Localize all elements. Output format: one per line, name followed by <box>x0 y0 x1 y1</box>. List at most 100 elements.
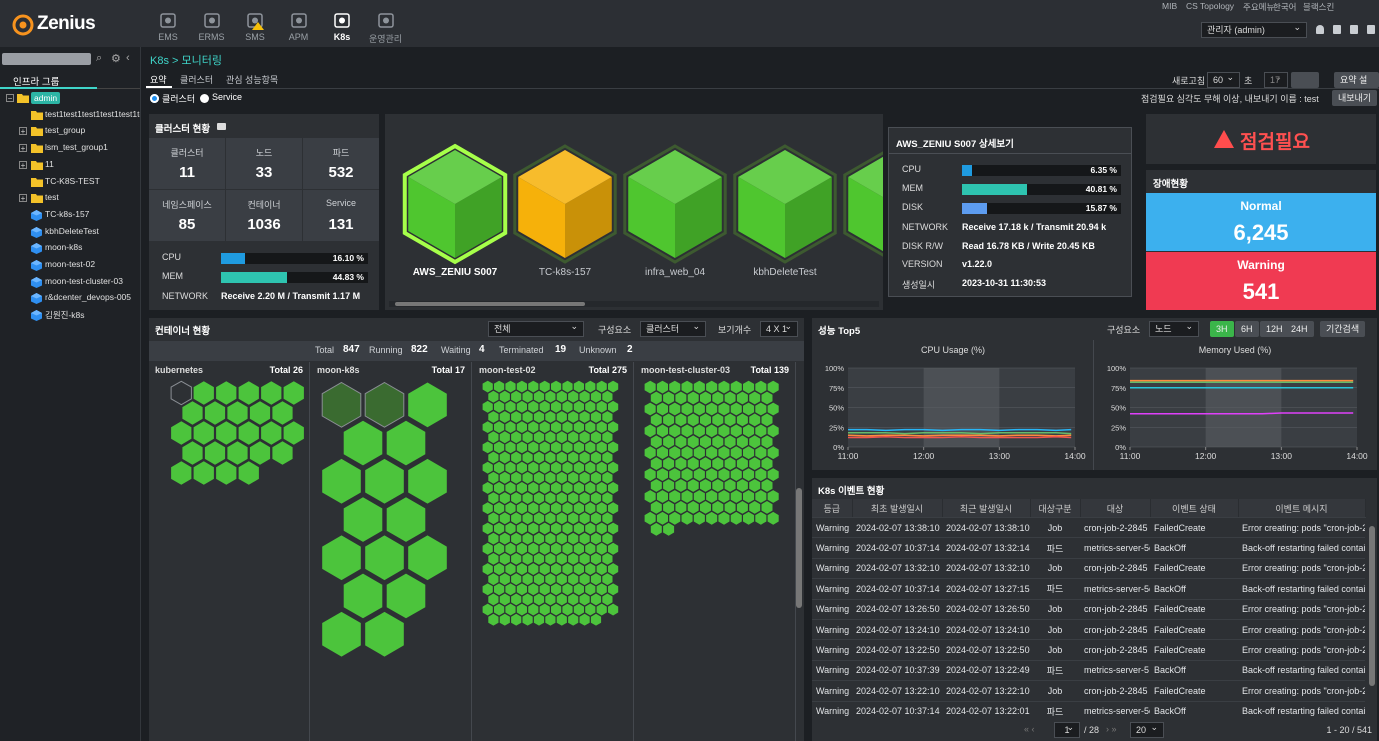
user-select[interactable]: 관리자 (admin) <box>1201 22 1307 38</box>
tree-group[interactable]: test_group <box>45 125 86 136</box>
event-row[interactable]: Warning 2024-02-07 10:37:14 2024-02-07 13:… <box>812 537 1365 559</box>
tree-cluster[interactable]: moon-test-02 <box>45 259 96 269</box>
column-header[interactable]: 이벤트 메시지 <box>1238 499 1366 518</box>
radio[interactable] <box>200 94 209 103</box>
tree-group[interactable]: 11 <box>45 158 54 169</box>
event-cell: Error creating: pods "cron-job-2- <box>1238 599 1365 620</box>
tree-group[interactable]: lsm_test_group1 <box>45 142 108 153</box>
column-header[interactable]: 최초 발생일시 <box>852 499 943 518</box>
pod <box>505 603 516 616</box>
tree-group[interactable]: admin <box>31 92 61 104</box>
event-row[interactable]: Warning 2024-02-07 10:37:39 2024-02-07 13:… <box>812 660 1365 682</box>
sidebar-tool[interactable]: ‹ <box>126 52 130 64</box>
pod <box>511 411 522 423</box>
cube-label[interactable]: TC-k8s-157 <box>538 267 592 278</box>
tree-toggle[interactable]: + <box>19 127 27 137</box>
event-cell: FailedCreate <box>1150 639 1238 661</box>
tree-cluster[interactable]: r&dcenter_devops-005 <box>45 292 132 303</box>
cube-label[interactable]: ku <box>840 267 883 278</box>
cube-label[interactable]: kbhDeleteTest <box>753 267 817 278</box>
pod <box>522 593 533 606</box>
summary-setting[interactable]: 요약 설정 <box>1334 72 1379 101</box>
tab[interactable]: 요약 <box>150 75 167 85</box>
refresh-interval[interactable]: 60 <box>1207 72 1240 88</box>
cluster-column: kubernetes Total 26 <box>149 362 310 741</box>
fault-panel: 장애현황 Normal 6,245 Warning 541 <box>1146 170 1376 310</box>
fault-label: Warning <box>1237 258 1285 272</box>
pod <box>585 461 596 474</box>
nav-item[interactable]: ERMS <box>198 32 225 42</box>
top-icon[interactable] <box>1316 25 1324 34</box>
top-link[interactable]: 블랙스킨 <box>1303 2 1335 12</box>
tree-cluster[interactable]: moon-k8s <box>45 242 83 253</box>
nav-item[interactable]: K8s <box>333 32 351 42</box>
tree-toggle[interactable]: + <box>19 160 27 170</box>
top-link[interactable]: MIB <box>1162 1 1178 11</box>
refresh-countdown[interactable]: 17 <box>1264 72 1288 88</box>
top-link[interactable]: 한국어 <box>1273 2 1297 12</box>
top-icon[interactable] <box>1350 25 1358 34</box>
cube-label[interactable]: infra_web_04 <box>644 267 706 278</box>
export-button[interactable]: 내보내기 <box>1332 90 1378 106</box>
nav-item[interactable]: EMS <box>158 32 178 42</box>
tree-cluster[interactable]: kbhDeleteTest <box>45 225 99 236</box>
filter-select[interactable]: 4 X 1 <box>760 321 798 337</box>
tab[interactable]: 관심 성능항목 <box>226 75 279 85</box>
tree-cluster[interactable]: 김원진-k8s <box>45 310 85 321</box>
nav-item[interactable]: 운영관리 <box>368 34 403 44</box>
sidebar-tool[interactable]: ⌕ <box>96 52 103 64</box>
pause-button[interactable] <box>1291 72 1319 88</box>
event-row[interactable]: Warning 2024-02-07 10:37:14 2024-02-07 13:… <box>812 701 1365 722</box>
tree-toggle[interactable]: − <box>6 94 14 103</box>
nav-item[interactable]: SMS <box>245 32 265 42</box>
event-row[interactable]: Warning 2024-02-07 13:26:50 2024-02-07 13:… <box>812 599 1365 620</box>
page-size[interactable]: 20 <box>1130 722 1164 738</box>
filter-select[interactable]: 노드 <box>1149 321 1199 337</box>
column-header[interactable]: 대상구분 <box>1030 499 1081 518</box>
event-row[interactable]: Warning 2024-02-07 10:37:14 2024-02-07 13:… <box>812 578 1365 600</box>
pod <box>602 471 613 484</box>
tree-toggle[interactable]: + <box>19 194 27 204</box>
pod <box>511 451 522 464</box>
pod <box>499 573 510 586</box>
column-header[interactable]: 등급 <box>812 499 853 518</box>
event-row[interactable]: Warning 2024-02-07 13:22:10 2024-02-07 13:… <box>812 680 1365 702</box>
range-button[interactable]: 12H <box>1260 321 1289 337</box>
event-row[interactable]: Warning 2024-02-07 13:32:10 2024-02-07 13:… <box>812 558 1365 580</box>
page-input[interactable]: 1 <box>1054 722 1080 738</box>
tree-group[interactable]: TC-K8S-TEST <box>45 175 100 186</box>
pod <box>675 479 687 492</box>
pod <box>499 553 510 565</box>
pod <box>539 482 550 494</box>
pod <box>482 441 493 454</box>
top-icon[interactable] <box>1367 25 1375 34</box>
pod <box>365 535 404 581</box>
cube-label[interactable]: AWS_ZENIU S007 <box>412 267 498 278</box>
tree-cluster[interactable]: TC-k8s-157 <box>45 208 90 219</box>
nav-item[interactable]: APM <box>288 32 309 42</box>
radio[interactable] <box>150 94 159 103</box>
filter-select[interactable]: 전체 <box>488 321 584 337</box>
period-search[interactable]: 기간검색 <box>1320 321 1366 337</box>
top-link[interactable]: CS Topology <box>1186 1 1235 11</box>
tree-group[interactable]: test <box>45 192 59 203</box>
tab[interactable]: 클러스터 <box>180 75 214 85</box>
range-button[interactable]: 6H <box>1235 321 1259 337</box>
search-input[interactable] <box>2 53 91 65</box>
column-header[interactable]: 이벤트 상태 <box>1150 499 1239 518</box>
tree-toggle[interactable]: + <box>19 144 27 154</box>
filter-select[interactable]: 클러스터 <box>640 321 706 337</box>
sidebar-tool[interactable]: ⚙ <box>111 53 121 65</box>
event-row[interactable]: Warning 2024-02-07 13:22:50 2024-02-07 13:… <box>812 639 1365 661</box>
tree-cluster[interactable]: moon-test-cluster-03 <box>45 275 123 286</box>
event-row[interactable]: Warning 2024-02-07 13:38:10 2024-02-07 13:… <box>812 517 1365 539</box>
top-icon[interactable] <box>1333 25 1341 34</box>
range-button[interactable]: 24H <box>1285 321 1314 337</box>
pod-grid <box>170 380 304 485</box>
range-button[interactable]: 3H <box>1210 321 1234 337</box>
column-header[interactable]: 대상 <box>1080 499 1151 518</box>
top-link[interactable]: 주요메뉴 <box>1243 2 1275 12</box>
event-row[interactable]: Warning 2024-02-07 13:24:10 2024-02-07 13:… <box>812 619 1365 641</box>
column-header[interactable]: 최근 발생일시 <box>942 499 1031 518</box>
tree-group[interactable]: test1test1test1test1test1te <box>45 108 140 119</box>
